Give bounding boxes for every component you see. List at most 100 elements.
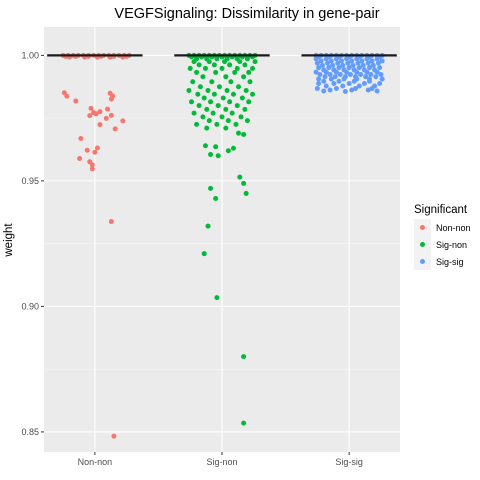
data-point bbox=[313, 69, 319, 75]
data-point bbox=[214, 295, 220, 301]
data-point bbox=[356, 83, 362, 89]
data-point bbox=[356, 65, 362, 71]
data-point bbox=[246, 99, 252, 105]
data-point bbox=[317, 71, 323, 77]
data-point bbox=[252, 59, 258, 65]
data-point bbox=[347, 71, 353, 77]
data-point bbox=[378, 71, 384, 77]
data-point bbox=[241, 180, 247, 186]
data-point bbox=[97, 109, 103, 115]
data-point bbox=[369, 58, 375, 64]
data-point bbox=[78, 135, 84, 141]
data-point bbox=[225, 118, 231, 124]
data-point bbox=[200, 74, 206, 80]
data-point bbox=[214, 56, 220, 62]
data-point bbox=[363, 74, 369, 80]
data-point bbox=[344, 56, 350, 62]
x-tick-label: Sig-non bbox=[206, 457, 237, 467]
data-point bbox=[349, 87, 355, 93]
data-point bbox=[105, 106, 111, 112]
data-point bbox=[328, 76, 334, 82]
data-point bbox=[366, 65, 372, 71]
data-point bbox=[84, 147, 90, 153]
data-point bbox=[243, 190, 249, 196]
data-point bbox=[202, 65, 208, 71]
data-point bbox=[190, 79, 196, 85]
data-point bbox=[323, 56, 329, 62]
data-point bbox=[370, 62, 376, 68]
data-point bbox=[194, 121, 200, 127]
data-point bbox=[202, 143, 208, 149]
data-point bbox=[230, 91, 236, 97]
data-point bbox=[346, 65, 352, 71]
data-point bbox=[92, 149, 98, 155]
data-point bbox=[365, 60, 371, 66]
data-point bbox=[321, 78, 327, 84]
data-point bbox=[323, 83, 329, 89]
data-point bbox=[346, 80, 352, 86]
data-point bbox=[336, 78, 342, 84]
data-point bbox=[379, 58, 385, 64]
data-point bbox=[222, 59, 228, 65]
data-point bbox=[237, 174, 243, 180]
data-point bbox=[330, 62, 336, 68]
data-point bbox=[242, 106, 248, 112]
data-point bbox=[333, 69, 339, 75]
data-point bbox=[224, 88, 230, 94]
data-point bbox=[108, 96, 114, 102]
data-point bbox=[223, 125, 229, 131]
legend-title: Significant bbox=[414, 204, 468, 216]
data-point bbox=[97, 122, 103, 128]
data-point bbox=[210, 110, 216, 116]
data-point bbox=[247, 79, 253, 85]
data-point bbox=[188, 99, 194, 105]
data-point bbox=[349, 58, 355, 64]
data-point bbox=[111, 433, 117, 439]
legend: Significant Non-non Sig-non Sig-sig bbox=[414, 204, 471, 270]
y-tick-label: 0.85 bbox=[21, 427, 39, 437]
data-point bbox=[208, 152, 214, 158]
data-point bbox=[374, 56, 380, 62]
data-point bbox=[374, 88, 380, 94]
data-point bbox=[327, 87, 333, 93]
data-point bbox=[213, 195, 219, 201]
data-point bbox=[351, 78, 357, 84]
legend-marker bbox=[420, 259, 425, 264]
data-point bbox=[342, 89, 348, 95]
data-point bbox=[211, 62, 217, 68]
y-tick-label: 1.00 bbox=[21, 50, 39, 60]
data-point bbox=[333, 86, 339, 92]
data-point bbox=[229, 110, 235, 116]
data-point bbox=[89, 166, 95, 172]
data-point bbox=[89, 162, 95, 168]
data-point bbox=[234, 65, 240, 71]
data-point bbox=[327, 71, 333, 77]
data-point bbox=[241, 74, 247, 80]
data-point bbox=[219, 114, 225, 120]
data-point bbox=[321, 88, 327, 94]
data-point bbox=[328, 58, 334, 64]
data-point bbox=[201, 251, 207, 257]
data-point bbox=[215, 103, 221, 109]
data-point bbox=[325, 60, 331, 66]
data-point bbox=[250, 65, 256, 71]
data-point bbox=[112, 126, 118, 132]
legend-label: Sig-sig bbox=[436, 257, 464, 267]
data-point bbox=[314, 86, 320, 92]
data-point bbox=[326, 65, 332, 71]
data-point bbox=[191, 110, 197, 116]
data-point bbox=[333, 56, 339, 62]
data-point bbox=[206, 118, 212, 124]
data-point bbox=[361, 80, 367, 86]
data-point bbox=[241, 354, 247, 360]
data-point bbox=[337, 71, 343, 77]
data-point bbox=[77, 156, 83, 162]
data-point bbox=[316, 65, 322, 71]
data-point bbox=[233, 121, 239, 127]
data-point bbox=[204, 125, 210, 131]
data-point bbox=[244, 118, 250, 124]
data-point bbox=[319, 62, 325, 68]
data-point bbox=[87, 113, 93, 119]
data-point bbox=[225, 148, 231, 154]
